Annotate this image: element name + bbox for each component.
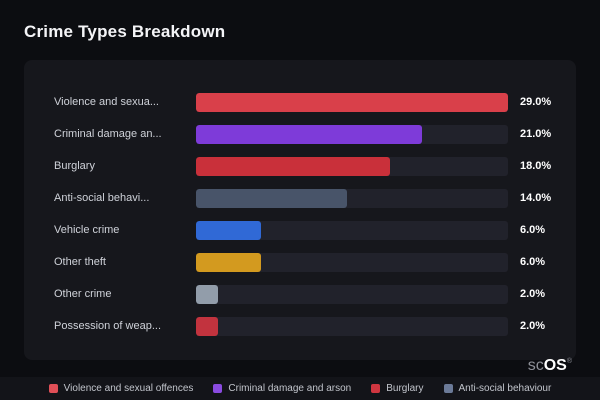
- chart-panel: Violence and sexua... 29.0% Criminal damag…: [24, 60, 576, 360]
- bar[interactable]: [196, 124, 422, 144]
- value-label: 2.0%: [520, 288, 546, 300]
- value-label: 14.0%: [520, 192, 552, 204]
- category-label: Other theft: [54, 256, 106, 268]
- chart-rows: Violence and sexua... 29.0% Criminal damag…: [54, 86, 554, 342]
- category-label: Possession of weap...: [54, 320, 162, 332]
- category-label: Violence and sexua...: [54, 96, 159, 108]
- category-label: Other crime: [54, 288, 112, 300]
- legend-swatch-icon: [48, 384, 58, 393]
- bar[interactable]: [196, 316, 218, 336]
- bar[interactable]: [196, 92, 508, 112]
- legend-swatch-icon: [213, 384, 223, 393]
- legend-item[interactable]: Criminal damage and arson: [213, 383, 351, 394]
- value-label: 29.0%: [520, 96, 552, 108]
- chart-row: Possession of weap... 2.0%: [54, 310, 554, 342]
- chart-row: Other theft 6.0%: [54, 246, 554, 278]
- bar-track: [196, 220, 508, 240]
- legend-label: Anti-social behaviour: [458, 383, 552, 394]
- chart-row: Other crime 2.0%: [54, 278, 554, 310]
- chart-row: Criminal damage an... 21.0%: [54, 118, 554, 150]
- legend-item[interactable]: Anti-social behaviour: [443, 383, 552, 394]
- bar-track: [196, 284, 508, 304]
- legend-swatch-icon: [371, 384, 381, 393]
- value-label: 21.0%: [520, 128, 552, 140]
- bar-track: [196, 156, 508, 176]
- category-label: Anti-social behavi...: [54, 192, 150, 204]
- logo-prefix: sc: [527, 357, 544, 374]
- bar[interactable]: [196, 220, 261, 240]
- bar-track: [196, 316, 508, 336]
- value-label: 6.0%: [520, 224, 546, 236]
- registered-mark: ®: [566, 358, 572, 365]
- logo-suffix: OS: [543, 357, 567, 374]
- legend-item[interactable]: Violence and sexual offences: [48, 383, 194, 394]
- legend-item[interactable]: Burglary: [371, 383, 424, 394]
- bar[interactable]: [196, 156, 390, 176]
- bar-track: [196, 188, 508, 208]
- bar-track: [196, 92, 508, 112]
- bar[interactable]: [196, 284, 218, 304]
- chart-legend: Violence and sexual offences Criminal dam…: [0, 377, 600, 400]
- page-title: Crime Types Breakdown: [24, 22, 226, 41]
- bar[interactable]: [196, 188, 347, 208]
- chart-row: Vehicle crime 6.0%: [54, 214, 554, 246]
- legend-label: Burglary: [386, 383, 424, 394]
- chart-row: Burglary 18.0%: [54, 150, 554, 182]
- scos-logo: scOS®: [528, 358, 572, 374]
- category-label: Criminal damage an...: [54, 128, 162, 140]
- legend-swatch-icon: [443, 384, 453, 393]
- legend-label: Criminal damage and arson: [228, 383, 352, 394]
- value-label: 2.0%: [520, 320, 546, 332]
- chart-row: Violence and sexua... 29.0%: [54, 86, 554, 118]
- bar[interactable]: [196, 252, 261, 272]
- bar-track: [196, 124, 508, 144]
- category-label: Vehicle crime: [54, 224, 120, 236]
- value-label: 6.0%: [520, 256, 546, 268]
- legend-label: Violence and sexual offences: [63, 383, 194, 394]
- value-label: 18.0%: [520, 160, 552, 172]
- bar-track: [196, 252, 508, 272]
- chart-row: Anti-social behavi... 14.0%: [54, 182, 554, 214]
- category-label: Burglary: [54, 160, 95, 172]
